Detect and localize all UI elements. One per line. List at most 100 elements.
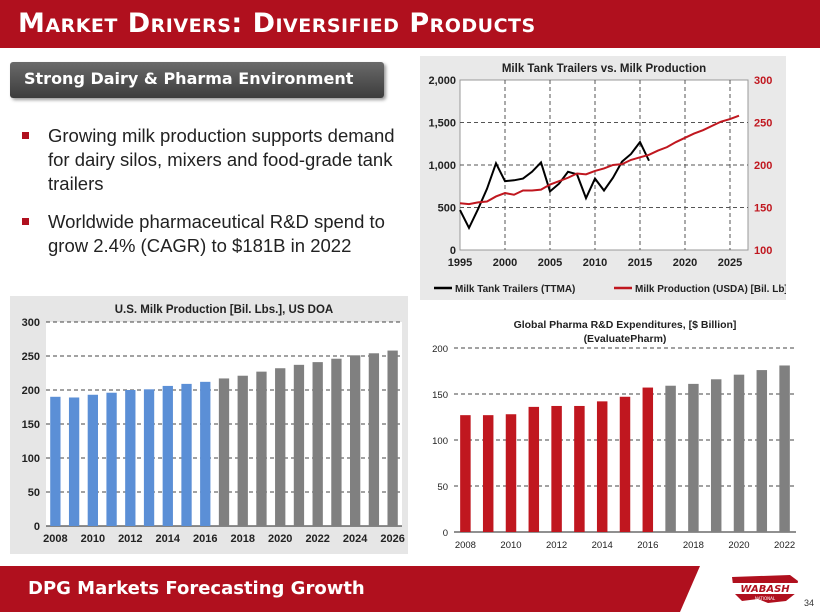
y-tick-label: 1,000: [428, 160, 456, 172]
bar-2018: [688, 383, 699, 532]
x-tick-label: 2012: [118, 533, 142, 545]
y-tick-label: 50: [437, 482, 448, 493]
y2-tick-label: 150: [754, 203, 772, 215]
y-tick-label: 100: [22, 453, 40, 465]
chart-title: U.S. Milk Production [Bil. Lbs.], US DOA: [115, 304, 334, 316]
page-number: 34: [804, 598, 815, 608]
bar-2010: [87, 394, 98, 526]
company-logo: WABASH NATIONAL: [730, 575, 800, 603]
bar-2016: [642, 387, 654, 532]
footer-bar: DPG Markets Forecasting Growth: [0, 566, 820, 612]
bar-2019: [256, 371, 267, 526]
x-tick-label: 2008: [43, 533, 67, 545]
y2-tick-label: 250: [754, 118, 772, 130]
legend-label: Milk Tank Trailers (TTMA): [455, 284, 575, 295]
bar-2008: [460, 415, 471, 532]
x-tick-label: 2022: [774, 540, 795, 551]
chart-subtitle: (EvaluatePharm): [584, 333, 667, 345]
y-tick-label: 0: [34, 521, 40, 533]
x-tick-label: 2005: [538, 257, 562, 269]
bar-2011: [106, 392, 117, 526]
milk-trailers-chart-svg: 0 500 1,000 1,500 2,000 100 150 200 250 300 1995 20…: [428, 63, 786, 295]
bar-2013: [574, 405, 585, 532]
page-title: Market Drivers: Diversified Products: [18, 8, 536, 39]
bar-2021: [293, 364, 305, 526]
bullet-marker: [22, 132, 29, 139]
x-tick-label: 2010: [583, 257, 607, 269]
logo-text: WABASH: [740, 584, 790, 595]
bar-2017: [218, 378, 230, 526]
y-tick-label: 0: [450, 245, 456, 257]
series-line-1: [459, 114, 740, 206]
x-tick-label: 2016: [193, 533, 217, 545]
y-tick-label: 100: [432, 436, 448, 447]
x-tick-label: 2022: [305, 533, 329, 545]
y-tick-label: 150: [432, 390, 448, 401]
milk-production-chart-svg: 0 50 100 150 200 250 300 2008 2010 2012 2014 2016 20…: [22, 304, 405, 545]
x-tick-label: 1995: [448, 257, 472, 269]
x-tick-label: 2000: [493, 257, 517, 269]
bar-2025: [368, 353, 380, 526]
series-line-0: [459, 140, 650, 231]
y-tick-label: 1,500: [428, 118, 456, 130]
y-tick-label: 150: [22, 419, 40, 431]
bar-2014: [162, 385, 173, 526]
x-tick-label: 2010: [500, 540, 521, 551]
bar-2009: [482, 415, 494, 532]
milk-production-chart: 0 50 100 150 200 250 300 2008 2010 2012 2014 2016 20…: [10, 296, 408, 554]
x-tick-label: 2024: [343, 533, 368, 545]
y-tick-label: 0: [443, 528, 448, 539]
pharma-rd-chart-svg: 0 50 100 150 200 2008 2010 2012 2014 2016 2018 2020…: [432, 319, 796, 551]
bar-2012: [125, 390, 136, 526]
x-tick-label: 2014: [156, 533, 181, 545]
legend-label: Milk Production (USDA) [Bil. Lb]: [635, 284, 786, 295]
bar-2021: [756, 370, 768, 532]
bar-2009: [68, 397, 80, 526]
bar-2018: [237, 375, 248, 526]
x-tick-label: 2018: [230, 533, 254, 545]
bar-2020: [733, 374, 745, 532]
pharma-rd-chart: 0 50 100 150 200 2008 2010 2012 2014 2016 2018 2020…: [416, 312, 816, 556]
bar-2020: [275, 368, 286, 526]
bar-2013: [143, 389, 155, 526]
bullet-marker: [22, 218, 29, 225]
bar-2012: [551, 405, 562, 532]
y-tick-label: 50: [28, 487, 40, 499]
bullet-list: Growing milk production supports demand …: [22, 124, 414, 272]
y-tick-label: 500: [438, 203, 456, 215]
x-tick-label: 2026: [380, 533, 404, 545]
x-tick-label: 2015: [628, 257, 652, 269]
x-tick-label: 2020: [728, 540, 749, 551]
footer-text: DPG Markets Forecasting Growth: [28, 578, 365, 599]
bullet-text: Growing milk production supports demand …: [48, 125, 395, 194]
bar-2015: [619, 396, 631, 532]
x-tick-label: 2020: [268, 533, 292, 545]
bar-2026: [387, 350, 398, 526]
x-tick-label: 2016: [637, 540, 658, 551]
bar-2019: [710, 379, 722, 532]
chart-title: Milk Tank Trailers vs. Milk Production: [502, 63, 706, 75]
x-tick-label: 2020: [673, 257, 697, 269]
bar-2017: [665, 385, 676, 532]
bullet-item: Growing milk production supports demand …: [22, 124, 414, 196]
bar-2024: [350, 355, 361, 526]
bar-2014: [596, 401, 608, 532]
y-tick-label: 200: [432, 344, 448, 355]
x-tick-label: 2010: [81, 533, 105, 545]
x-tick-label: 2018: [683, 540, 704, 551]
x-tick-label: 2014: [592, 540, 613, 551]
section-label-text: Strong Dairy & Pharma Environment: [24, 69, 354, 88]
bar-2016: [200, 381, 211, 526]
bar-2011: [528, 406, 540, 532]
bar-2015: [181, 383, 192, 526]
y2-tick-label: 200: [754, 160, 772, 172]
y-tick-label: 200: [22, 385, 40, 397]
bar-2008: [50, 396, 61, 526]
y-tick-label: 2,000: [428, 75, 456, 87]
x-tick-label: 2012: [546, 540, 567, 551]
logo-band: [730, 583, 800, 594]
section-label: Strong Dairy & Pharma Environment: [10, 62, 384, 98]
bullet-item: Worldwide pharmaceutical R&D spend to gr…: [22, 210, 414, 258]
bar-2010: [505, 414, 517, 532]
title-bar: Market Drivers: Diversified Products: [0, 0, 820, 48]
